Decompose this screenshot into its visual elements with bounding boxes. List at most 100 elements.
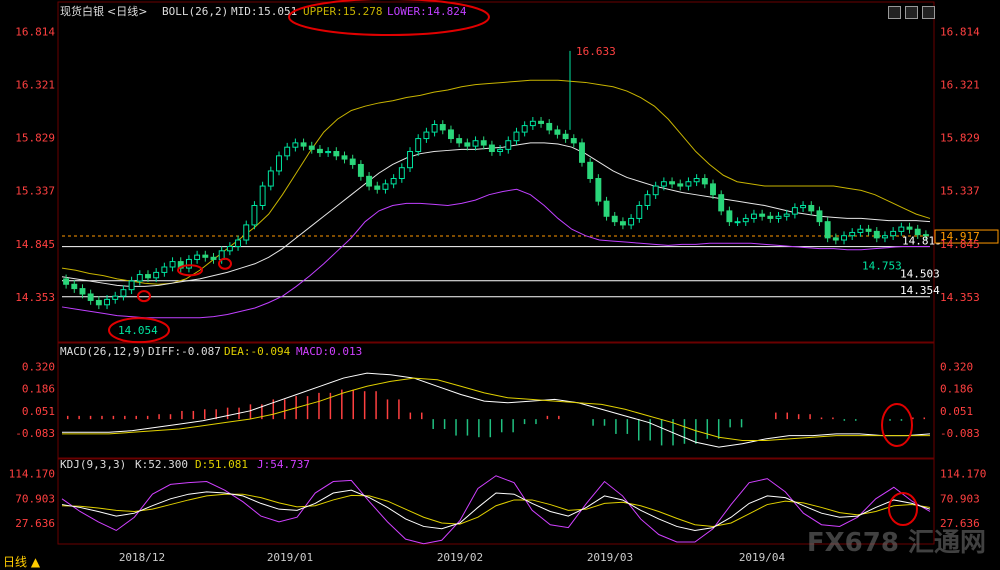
- candle-body: [849, 231, 856, 237]
- macd-hist-value: MACD:0.013: [296, 345, 362, 358]
- boll-label: BOLL(26,2): [162, 5, 228, 18]
- macd-tick-left: 0.320: [22, 361, 55, 374]
- kdj-tick-right: 27.636: [940, 517, 980, 530]
- price-tick-right: 16.321: [940, 78, 980, 91]
- candle-body: [898, 226, 905, 232]
- candle-body: [153, 271, 160, 279]
- low-label: 14.054: [118, 324, 158, 337]
- macd-panel-frame: [57, 342, 935, 459]
- price-tick-left: 16.814: [15, 25, 55, 38]
- candle-body: [628, 217, 635, 226]
- macd-tick-left: 0.051: [22, 405, 55, 418]
- date-tick: 2019/01: [267, 551, 313, 564]
- price-tick-left: 15.337: [15, 185, 55, 198]
- macd-dea-value: DEA:-0.094: [224, 345, 291, 358]
- kdj-k-value: K:52.300: [135, 458, 188, 471]
- candle-body: [308, 145, 315, 150]
- candle-body: [505, 140, 512, 150]
- candle-body: [529, 120, 536, 127]
- kdj-tick-left: 70.903: [15, 492, 55, 505]
- candle-body: [300, 142, 307, 147]
- window-close-icon[interactable]: [922, 6, 935, 19]
- candle-body: [95, 299, 102, 306]
- candle-body: [407, 151, 413, 169]
- candle-body: [800, 204, 807, 209]
- window-tile-icon[interactable]: [905, 6, 918, 19]
- candle-body: [857, 228, 864, 233]
- window-restore-icon[interactable]: [888, 6, 901, 19]
- candle-body: [660, 181, 667, 187]
- axes-labels: 16.814 16.321 15.829 15.337 14.845 14.353 16.8…: [9, 25, 987, 564]
- price-tick-left: 15.829: [15, 132, 55, 145]
- macd-tick-right: 0.051: [940, 405, 973, 418]
- price-tick-right: 15.337: [940, 185, 980, 198]
- candle-body: [259, 185, 266, 206]
- watermark-logo: FX678 汇通网: [806, 528, 986, 558]
- candle-body: [464, 142, 471, 147]
- period-tab[interactable]: 日线 ▲: [3, 555, 41, 569]
- kdj-d-line: [61, 493, 931, 527]
- date-tick: 2019/03: [587, 551, 633, 564]
- candle-body: [423, 131, 430, 140]
- date-tick: 2018/12: [119, 551, 165, 564]
- kdj-d-value: D:51.081: [195, 458, 248, 471]
- price-tick-right: 14.845: [940, 238, 980, 251]
- candle-body: [333, 151, 340, 157]
- kdj-panel-frame: [57, 458, 935, 545]
- candle-body: [882, 235, 888, 239]
- kdj-plot: [61, 475, 931, 545]
- candle-body: [644, 194, 651, 206]
- upper-lower-annotation-circle: [288, 0, 490, 36]
- macd-diff-value: DIFF:-0.087: [148, 345, 221, 358]
- candle-body: [595, 178, 602, 202]
- candle-body: [579, 142, 585, 163]
- candle-body: [922, 234, 929, 237]
- price-tick-left: 14.353: [15, 291, 55, 304]
- candle-body: [316, 148, 323, 154]
- candle-body: [587, 161, 594, 180]
- price-tick-right: 16.814: [940, 25, 980, 38]
- boll-mid-value: MID:15.051: [231, 5, 297, 18]
- macd-tick-right: -0.083: [940, 427, 980, 440]
- candle-body: [816, 210, 823, 223]
- candle-body: [210, 256, 217, 260]
- candle-body: [734, 221, 741, 224]
- candle-body: [169, 261, 176, 268]
- candle-body: [693, 178, 700, 183]
- kdj-tick-left: 114.170: [9, 467, 55, 480]
- main-panel-frame: [57, 1, 935, 343]
- kdj-tick-right: 114.170: [940, 467, 986, 480]
- candle-body: [710, 183, 716, 196]
- candle-body: [472, 140, 479, 147]
- candle-body: [448, 129, 454, 140]
- period-label: <日线>: [107, 4, 147, 18]
- boll-upper-value: UPPER:15.278: [303, 5, 382, 18]
- low-annotation-circle: [108, 317, 170, 344]
- candle-body: [636, 204, 643, 219]
- candle-body: [767, 215, 774, 219]
- candle-body: [341, 155, 348, 160]
- candle-body: [742, 217, 749, 223]
- candle-body: [513, 131, 520, 142]
- macd-diff-line: [62, 372, 931, 448]
- ref-line-3-label: 14.354: [900, 284, 940, 297]
- kdj-j-value: J:54.737: [257, 458, 310, 471]
- candle-body: [71, 283, 78, 290]
- candle-body: [292, 142, 299, 148]
- candle-body: [439, 124, 446, 131]
- candle-body: [128, 280, 135, 291]
- macd-tick-left: 0.186: [22, 383, 55, 396]
- candle-body: [488, 144, 495, 153]
- candle-body: [726, 210, 733, 223]
- candle-body: [718, 194, 725, 212]
- kdj-tick-left: 27.636: [15, 517, 55, 530]
- candle-body: [243, 224, 250, 241]
- candle-body: [750, 213, 757, 219]
- candle-body: [276, 155, 282, 172]
- candle-body: [497, 148, 504, 153]
- ref-line-2-label: 14.503: [900, 268, 940, 281]
- candle-body: [235, 239, 242, 247]
- candle-body: [841, 235, 847, 241]
- candle-body: [611, 215, 618, 223]
